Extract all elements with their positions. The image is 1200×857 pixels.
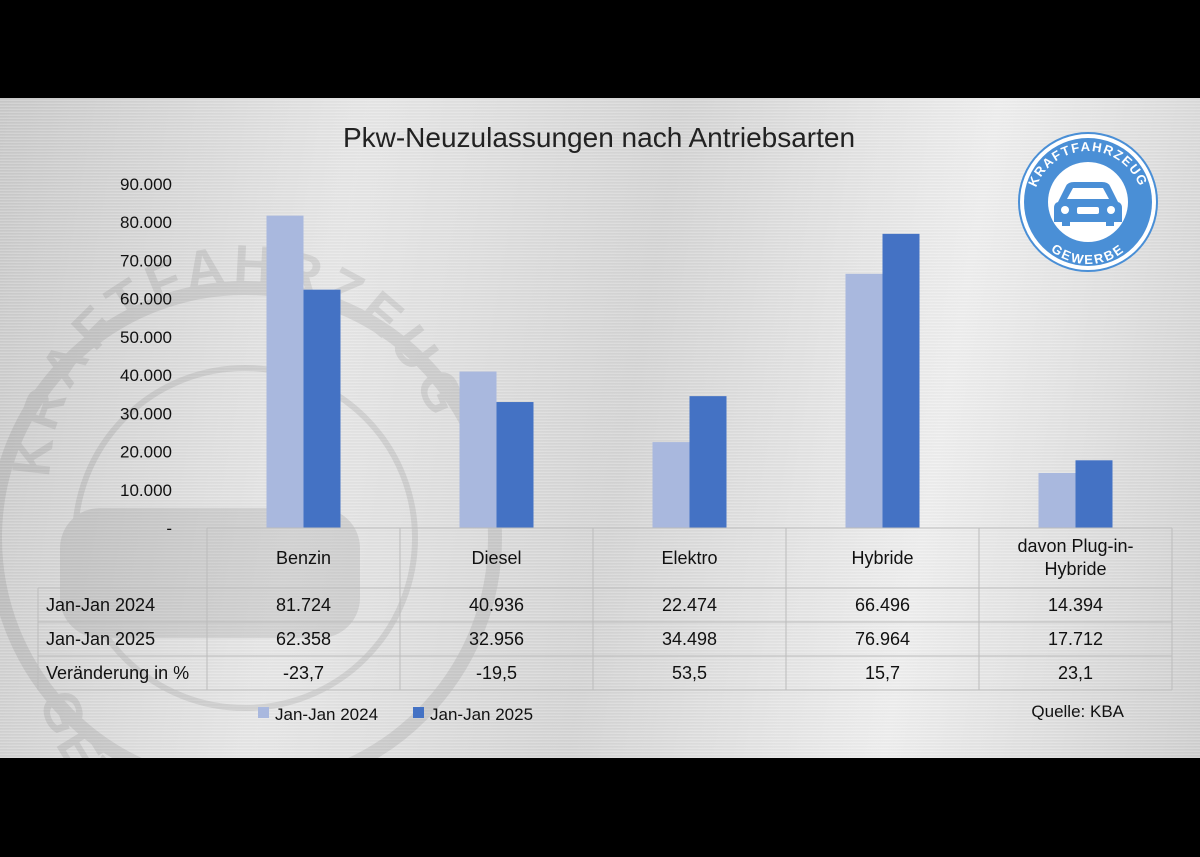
svg-text:GEWERBE: GEWERBE — [27, 683, 283, 758]
legend: Jan-Jan 2024 Jan-Jan 2025 — [258, 705, 533, 724]
watermark-text-top: KRAFTFAHRZEUG — [1, 234, 472, 479]
data-label: 40.936 — [469, 595, 524, 615]
bar-2-5 — [1075, 460, 1113, 528]
bar-2-3 — [689, 396, 727, 528]
bar-1-2 — [459, 371, 497, 528]
data-label: 15,7 — [865, 663, 900, 683]
y-axis: - 10.000 20.000 30.000 40.000 50.000 60.000 70.… — [120, 175, 172, 538]
data-label: 53,5 — [672, 663, 707, 683]
row-header: Veränderung in % — [46, 663, 189, 683]
y-tick-label: 20.000 — [120, 443, 172, 462]
bars — [266, 215, 1113, 529]
category-label: Elektro — [661, 548, 717, 568]
row-header: Jan-Jan 2024 — [46, 595, 155, 615]
bar-1-4 — [845, 273, 883, 528]
source-note: Quelle: KBA — [1031, 702, 1124, 721]
chart-title: Pkw-Neuzulassungen nach Antriebsarten — [343, 122, 855, 153]
data-label: 14.394 — [1048, 595, 1103, 615]
data-label: 23,1 — [1058, 663, 1093, 683]
brushed-metal-texture — [0, 98, 1200, 758]
category-label: Diesel — [471, 548, 521, 568]
category-label: Hybride — [851, 548, 913, 568]
bar-chart: KRAFTFAHRZEUG GEWERBE Pkw-Neuzulassungen… — [0, 122, 1173, 758]
bar-2-2 — [496, 402, 534, 528]
kraftfahrzeug-gewerbe-logo: KRAFTFAHRZEUG GEWERBE — [1018, 132, 1158, 272]
data-label: 62.358 — [276, 629, 331, 649]
y-tick-label: 40.000 — [120, 366, 172, 385]
y-tick-label: 60.000 — [120, 290, 172, 309]
data-label: -19,5 — [476, 663, 517, 683]
chart-panel: KRAFTFAHRZEUG GEWERBE Pkw-Neuzulassungen… — [0, 98, 1200, 758]
data-label: 66.496 — [855, 595, 910, 615]
y-tick-label: - — [166, 519, 172, 538]
legend-label: Jan-Jan 2024 — [275, 705, 378, 724]
y-tick-label: 30.000 — [120, 404, 172, 423]
watermark-text-bottom: GEWERBE — [27, 683, 277, 758]
bar-1-3 — [652, 442, 690, 528]
data-label: -23,7 — [283, 663, 324, 683]
data-label: 32.956 — [469, 629, 524, 649]
bar-1-1 — [266, 215, 304, 528]
data-label: 34.498 — [662, 629, 717, 649]
car-icon — [1054, 182, 1122, 226]
y-tick-label: 70.000 — [120, 251, 172, 270]
svg-text:KRAFTFAHRZEUG: KRAFTFAHRZEUG — [1, 234, 478, 479]
data-label: 17.712 — [1048, 629, 1103, 649]
bar-1-5 — [1038, 472, 1076, 528]
data-label: 22.474 — [662, 595, 717, 615]
row-header: Jan-Jan 2025 — [46, 629, 155, 649]
data-label: 76.964 — [855, 629, 910, 649]
y-tick-label: 80.000 — [120, 213, 172, 232]
category-label: Benzin — [276, 548, 331, 568]
data-table: Benzin Diesel Elektro Hybride davon Plug-in-… — [37, 527, 1173, 691]
y-tick-label: 10.000 — [120, 481, 172, 500]
bar-2-1 — [303, 289, 341, 528]
legend-swatch — [258, 707, 269, 718]
category-label: davon Plug-in-Hybride — [1017, 536, 1133, 579]
bar-2-4 — [882, 233, 920, 529]
y-tick-label: 90.000 — [120, 175, 172, 194]
data-label: 81.724 — [276, 595, 331, 615]
y-tick-label: 50.000 — [120, 328, 172, 347]
legend-swatch — [413, 707, 424, 718]
legend-label: Jan-Jan 2025 — [430, 705, 533, 724]
